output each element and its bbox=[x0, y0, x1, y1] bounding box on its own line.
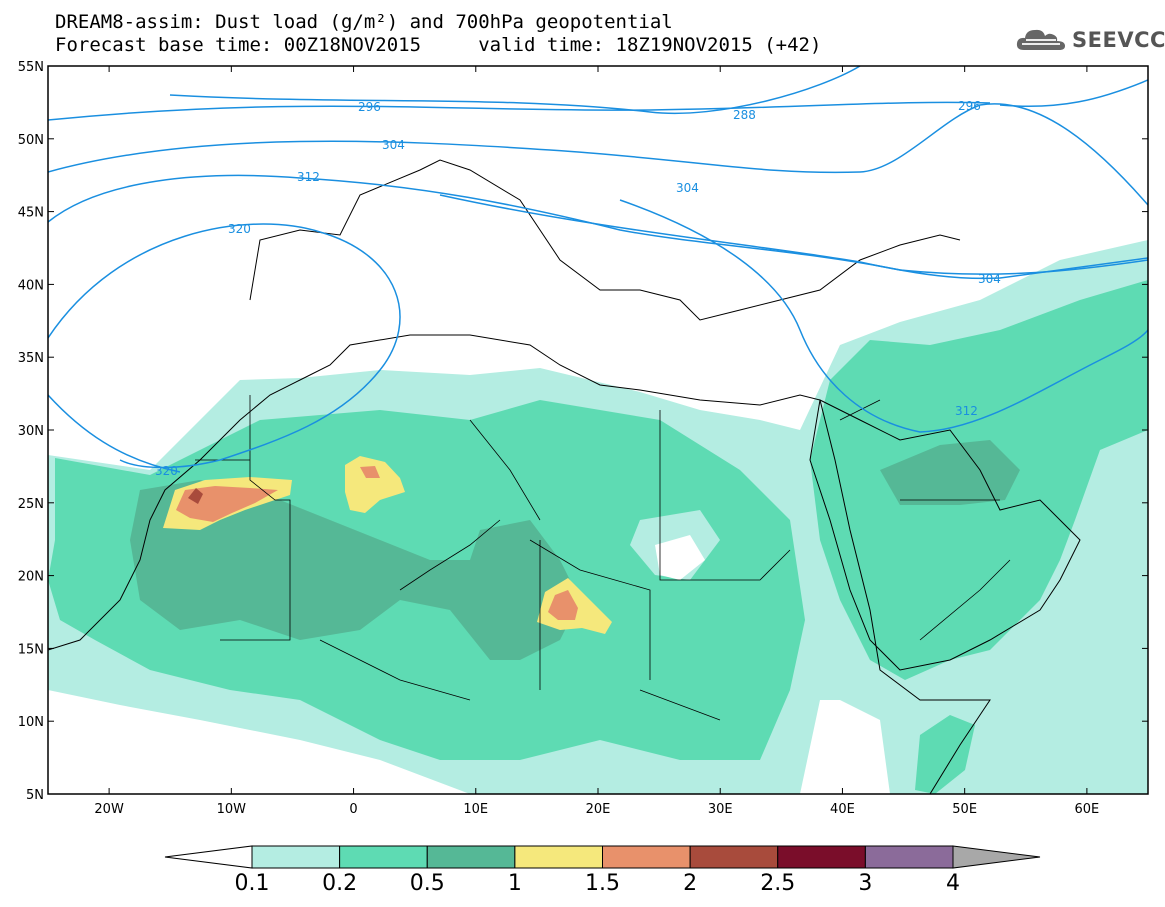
contour-label: 304 bbox=[978, 272, 1001, 286]
colorbar-label: 1 bbox=[508, 871, 522, 896]
lat-tick-label: 20N bbox=[18, 570, 44, 585]
dust-field-dark bbox=[130, 480, 580, 660]
lon-tick-label: 30E bbox=[708, 802, 733, 817]
colorbar-high-arrow bbox=[952, 845, 1041, 869]
contour-312 bbox=[48, 174, 1148, 275]
lon-tick-label: 20E bbox=[586, 802, 611, 817]
colorbar-label: 2 bbox=[683, 871, 697, 896]
dust-field-red bbox=[188, 488, 203, 504]
colorbar-low-arrow bbox=[164, 845, 253, 869]
dust-field-orange bbox=[360, 466, 380, 478]
colorbar: 0.1 0.2 0.5 1 1.5 2 2.5 3 4 bbox=[164, 845, 1041, 896]
coastlines-borders bbox=[48, 159, 1081, 794]
colorbar-swatch bbox=[514, 845, 603, 869]
contour-labels: 296 288 296 304 312 304 320 304 312 320 bbox=[155, 99, 1001, 478]
longitude-axis: 20W 10W 0 10E 20E 30E 40E 50E 60E bbox=[94, 66, 1099, 817]
contour-label: 320 bbox=[228, 222, 251, 236]
geopotential-contours bbox=[48, 66, 1148, 473]
dust-field-yellow bbox=[345, 456, 405, 513]
cloud-logo-icon bbox=[1016, 29, 1065, 50]
colorbar-swatch bbox=[251, 845, 341, 869]
colorbar-label: 0.5 bbox=[410, 871, 445, 896]
latitude-axis: 55N 50N 45N 40N 35N 30N 25N 20N 15N 10N 5N bbox=[18, 60, 1148, 803]
country-borders bbox=[195, 395, 1011, 721]
dust-load-fields bbox=[48, 240, 1148, 794]
lat-tick-label: 50N bbox=[18, 133, 44, 148]
contour-label: 304 bbox=[676, 181, 699, 195]
colorbar-swatch bbox=[864, 845, 954, 869]
contour-label: 304 bbox=[382, 138, 405, 152]
colorbar-swatch bbox=[602, 845, 691, 869]
contour-label: 312 bbox=[955, 404, 978, 418]
contour-304-east bbox=[439, 194, 1148, 280]
contour-304 bbox=[48, 103, 1148, 206]
dust-field-medium bbox=[915, 715, 975, 794]
colorbar-swatch bbox=[339, 845, 428, 869]
lon-tick-label: 60E bbox=[1075, 802, 1100, 817]
contour-label: 320 bbox=[155, 464, 178, 478]
contour-320 bbox=[48, 223, 401, 469]
lat-tick-label: 35N bbox=[18, 351, 44, 366]
forecast-time-line: Forecast base time: 00Z18NOV2015 valid t… bbox=[55, 34, 822, 56]
contour-label: 288 bbox=[733, 108, 756, 122]
lon-tick-label: 0 bbox=[349, 802, 357, 817]
colorbar-label: 4 bbox=[946, 871, 960, 896]
lon-tick-label: 10E bbox=[463, 802, 488, 817]
contour-label: 296 bbox=[958, 99, 981, 113]
colorbar-label: 2.5 bbox=[760, 871, 795, 896]
colorbar-label: 1.5 bbox=[585, 871, 620, 896]
lat-tick-label: 25N bbox=[18, 497, 44, 512]
lon-tick-label: 50E bbox=[952, 802, 977, 817]
europe-coastline bbox=[249, 159, 961, 321]
lat-tick-label: 40N bbox=[18, 278, 44, 293]
lat-tick-label: 45N bbox=[18, 206, 44, 221]
colorbar-swatch bbox=[689, 845, 779, 869]
lat-tick-label: 15N bbox=[18, 642, 44, 657]
contour-296 bbox=[48, 79, 1148, 121]
dust-field-orange bbox=[548, 590, 578, 620]
seevccc-logo: SEEVCCC bbox=[1016, 24, 1165, 56]
colorbar-label: 0.1 bbox=[235, 871, 270, 896]
lon-tick-label: 40E bbox=[830, 802, 855, 817]
colorbar-label: 3 bbox=[858, 871, 872, 896]
lon-tick-label: 10W bbox=[217, 802, 247, 817]
lat-tick-label: 30N bbox=[18, 424, 44, 439]
lat-tick-label: 5N bbox=[26, 788, 44, 803]
colorbar-swatch bbox=[777, 845, 866, 869]
contour-label: 296 bbox=[358, 100, 381, 114]
colorbar-swatch bbox=[426, 845, 516, 869]
lat-tick-label: 55N bbox=[18, 60, 44, 75]
lon-tick-label: 20W bbox=[94, 802, 124, 817]
contour-288 bbox=[169, 66, 861, 115]
map-title: DREAM8-assim: Dust load (g/m²) and 700hP… bbox=[55, 11, 673, 33]
contour-label: 312 bbox=[297, 170, 320, 184]
arabia-coastline bbox=[809, 399, 1081, 671]
logo-text: SEEVCCC bbox=[1072, 28, 1165, 52]
dust-field-dark bbox=[880, 440, 1020, 505]
colorbar-label: 0.2 bbox=[322, 871, 357, 896]
contour-312-south bbox=[48, 199, 1148, 473]
africa-coastline bbox=[48, 334, 991, 794]
lat-tick-label: 10N bbox=[18, 715, 44, 730]
dust-free-gap bbox=[655, 535, 705, 580]
